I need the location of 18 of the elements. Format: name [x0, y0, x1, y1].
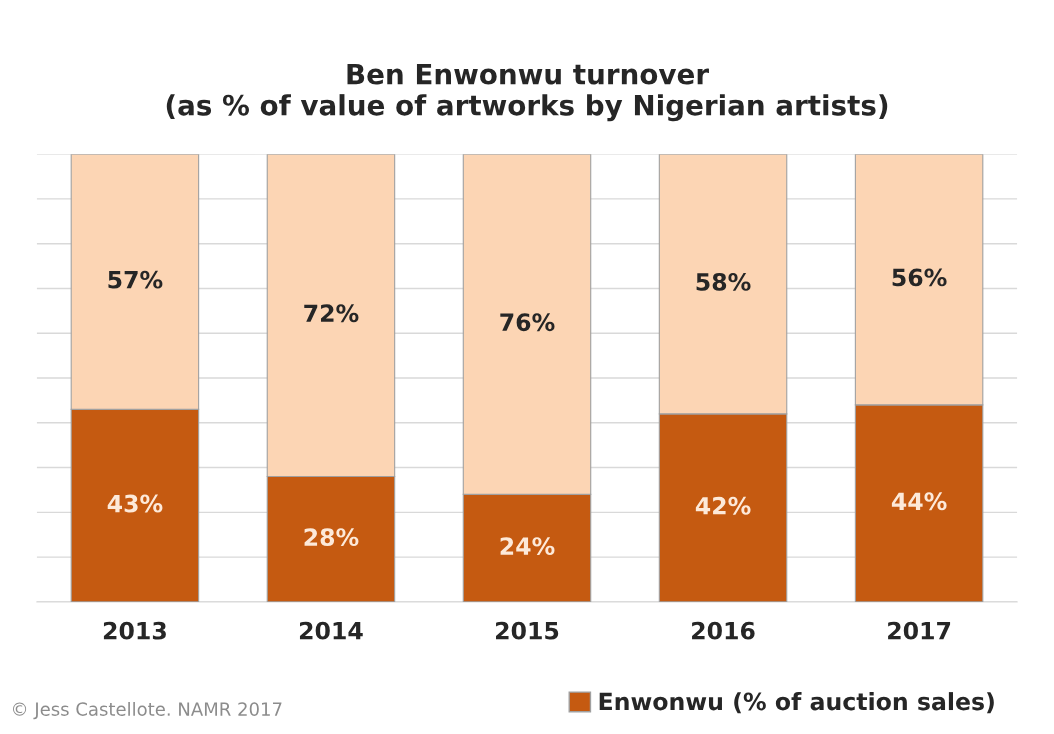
data-label: 28% — [304, 528, 359, 547]
chart-title: Ben Enwonwu turnover (as % of value of artworks by Nigerian artists) — [166, 63, 888, 122]
text: © Jess Castellote. NAMR 2017 — [13, 701, 282, 720]
data-label: 76% — [500, 313, 555, 332]
data-label: 44% — [891, 492, 947, 511]
x-tick-label: 2015 — [496, 621, 559, 640]
x-tick-label: 2017 — [888, 621, 951, 640]
data-label: 42% — [695, 496, 751, 515]
data-label: 56% — [892, 268, 947, 287]
data-label: 43% — [107, 494, 163, 513]
data-label: 72% — [304, 304, 359, 323]
x-tick-label: 2014 — [299, 621, 363, 640]
x-tick-label: 2016 — [692, 621, 755, 640]
legend-label: Enwonwu (% of auction sales) — [599, 692, 994, 714]
x-tick-label: 2013 — [103, 621, 166, 640]
data-label: 57% — [108, 270, 163, 289]
data-label: 24% — [500, 537, 555, 555]
data-label: 58% — [696, 272, 751, 291]
